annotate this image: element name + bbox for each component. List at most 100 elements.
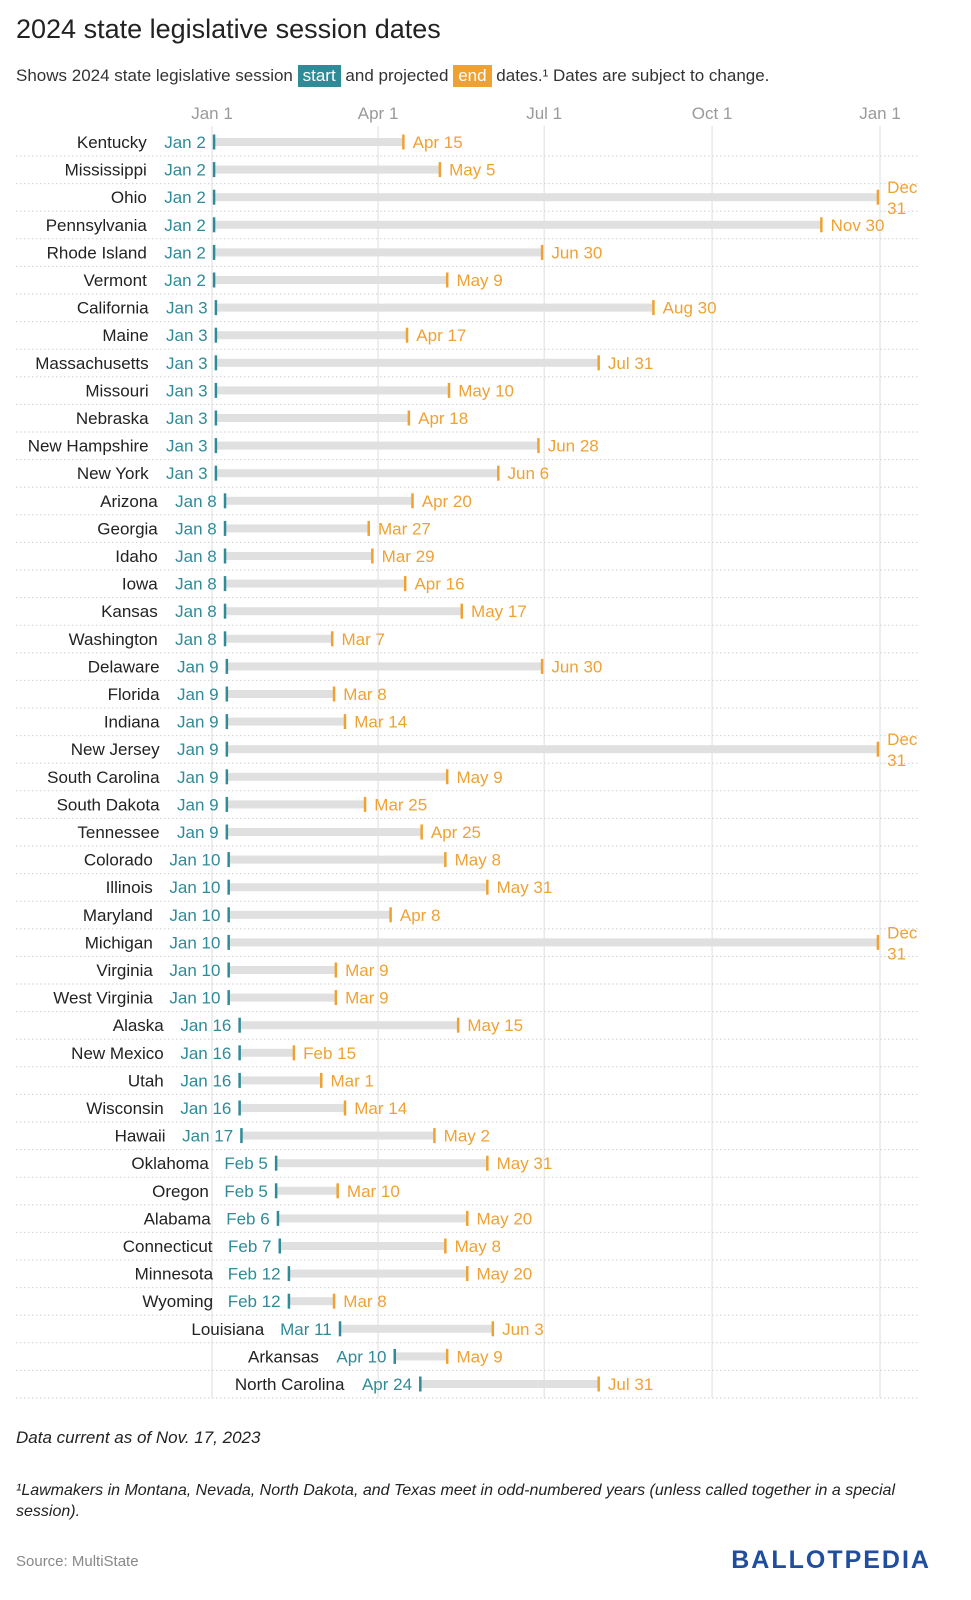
start-marker — [223, 603, 227, 619]
session-bar — [224, 552, 373, 560]
state-label: Georgia — [97, 519, 158, 538]
session-bar — [288, 1269, 468, 1278]
state-label: Alabama — [144, 1209, 212, 1228]
state-label: Idaho — [115, 547, 158, 566]
start-date-label: Jan 10 — [169, 933, 220, 952]
end-marker — [486, 1155, 489, 1171]
end-marker — [460, 603, 464, 619]
session-bar — [213, 165, 441, 174]
end-date-label: Mar 9 — [345, 961, 388, 980]
session-bar — [228, 910, 391, 919]
start-date-label: Jan 2 — [164, 188, 206, 207]
session-bar — [239, 1048, 295, 1057]
state-label: Kentucky — [77, 133, 147, 152]
start-date-label: Jan 2 — [164, 243, 206, 262]
start-marker — [223, 520, 227, 536]
end-marker — [320, 1072, 323, 1088]
start-date-label: Feb 12 — [228, 1265, 281, 1284]
end-marker — [334, 990, 338, 1006]
subtitle-text-pre: Shows 2024 state legislative session — [16, 66, 293, 85]
session-bar — [215, 469, 499, 478]
x-tick-label: Jan 1 — [191, 104, 233, 123]
end-date-label: Dec 31 — [887, 730, 918, 770]
state-label: Michigan — [85, 933, 153, 952]
end-marker — [334, 962, 338, 978]
end-marker — [330, 631, 334, 647]
state-label: Utah — [128, 1071, 164, 1090]
start-marker — [223, 631, 227, 647]
state-label: Washington — [69, 630, 158, 649]
session-bar — [339, 1324, 494, 1333]
session-bar — [226, 800, 366, 809]
state-label: Indiana — [104, 713, 160, 732]
end-marker — [343, 714, 347, 730]
start-marker — [338, 1321, 342, 1337]
end-date-label: May 9 — [456, 768, 502, 787]
state-label: Kansas — [101, 602, 158, 621]
start-date-label: Jan 10 — [169, 989, 220, 1008]
end-date-label: May 20 — [477, 1209, 533, 1228]
end-marker — [343, 1100, 347, 1116]
end-date-label: Mar 8 — [343, 1292, 386, 1311]
end-marker — [405, 327, 409, 343]
end-date-label: Mar 25 — [374, 795, 427, 814]
end-marker — [444, 1238, 447, 1254]
end-marker — [466, 1266, 469, 1282]
session-bar — [224, 607, 463, 616]
end-date-label: May 5 — [449, 161, 495, 180]
start-date-label: Apr 10 — [336, 1347, 386, 1366]
start-marker — [227, 934, 230, 950]
end-date-label: May 17 — [471, 602, 527, 621]
start-date-label: Jan 8 — [175, 492, 217, 511]
start-date-label: Jan 16 — [180, 1044, 231, 1063]
state-label: Maine — [102, 326, 148, 345]
state-label: Arizona — [100, 492, 158, 511]
session-bar — [279, 1242, 446, 1250]
session-bar — [239, 1021, 459, 1030]
state-label: Tennessee — [77, 823, 159, 842]
start-date-label: Feb 12 — [228, 1292, 281, 1311]
footnote: ¹Lawmakers in Montana, Nevada, North Dak… — [16, 1482, 895, 1520]
end-date-label: Mar 29 — [382, 547, 435, 566]
start-date-label: Apr 24 — [362, 1375, 412, 1394]
start-date-label: Jan 9 — [177, 713, 219, 732]
end-date-label: Apr 25 — [431, 823, 481, 842]
start-marker — [214, 410, 218, 426]
end-date-label: Jun 28 — [548, 437, 599, 456]
end-date-label: May 31 — [497, 878, 553, 897]
start-date-label: Jan 8 — [175, 630, 217, 649]
session-dates-chart: Jan 1 Apr 1 Jul 1 Oct 1 Jan 1 Jan 2 Kentucky Ap… — [16, 104, 918, 1399]
start-date-label: Jan 9 — [177, 685, 219, 704]
start-date-label: Jan 8 — [175, 602, 217, 621]
start-date-label: Jan 10 — [169, 961, 220, 980]
start-marker — [214, 355, 218, 371]
start-date-label: Jan 2 — [164, 161, 206, 180]
start-marker — [287, 1266, 291, 1282]
state-label: Maryland — [83, 906, 153, 925]
end-date-label: Aug 30 — [663, 299, 717, 318]
session-bar — [228, 938, 879, 947]
start-date-label: Jan 10 — [169, 851, 220, 870]
session-bar — [215, 358, 599, 367]
state-label: Colorado — [84, 851, 153, 870]
state-label: Hawaii — [115, 1127, 166, 1146]
end-date-label: May 15 — [467, 1016, 523, 1035]
state-label: New Mexico — [71, 1044, 164, 1063]
start-date-label: Mar 11 — [280, 1320, 332, 1339]
state-label: Virginia — [96, 961, 153, 980]
chart-subtitle: Shows 2024 state legislative session sta… — [16, 65, 769, 87]
end-date-label: Jul 31 — [608, 354, 653, 373]
end-marker — [336, 1183, 339, 1199]
end-marker — [820, 217, 823, 233]
start-marker — [274, 1155, 278, 1171]
end-date-label: Dec 31 — [887, 923, 918, 963]
state-label: Oregon — [152, 1182, 209, 1201]
session-bar — [226, 772, 448, 781]
start-date-label: Jan 8 — [175, 519, 217, 538]
session-bar — [215, 303, 654, 312]
data-current-note: Data current as of Nov. 17, 2023 — [16, 1428, 261, 1447]
session-bar — [277, 1214, 468, 1223]
end-date-label: Dec 31 — [887, 178, 918, 218]
session-bar — [226, 745, 879, 754]
end-date-label: May 9 — [456, 271, 502, 290]
